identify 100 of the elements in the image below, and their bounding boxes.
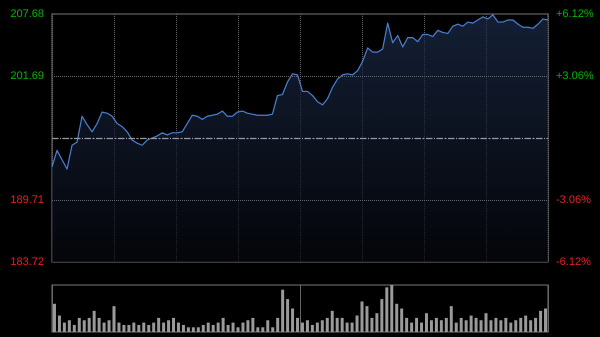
bar <box>464 320 468 332</box>
bar <box>72 324 76 332</box>
bar <box>152 322 156 332</box>
bar <box>232 322 235 332</box>
bar <box>385 287 388 332</box>
bar <box>544 308 548 332</box>
bar <box>192 327 195 332</box>
bar <box>251 318 254 332</box>
bar <box>509 322 512 332</box>
bar <box>524 316 528 332</box>
bar <box>127 324 130 332</box>
bar <box>460 318 463 332</box>
bar <box>88 318 91 332</box>
bar <box>415 318 418 332</box>
bar <box>534 318 538 332</box>
bar <box>356 316 359 332</box>
bar <box>186 327 190 332</box>
bar <box>420 322 424 332</box>
bar <box>340 318 344 332</box>
bar <box>300 322 304 332</box>
bar <box>147 324 150 332</box>
bar <box>405 318 408 332</box>
bar <box>108 320 111 332</box>
bar <box>137 324 140 332</box>
bar <box>246 320 250 332</box>
bar <box>365 306 368 332</box>
bar <box>395 304 398 332</box>
y2-tick-label: -6.12% <box>556 256 592 268</box>
y-tick-label: 183.72 <box>10 256 44 268</box>
bar <box>410 322 414 332</box>
bar <box>52 304 56 332</box>
bar <box>261 327 264 332</box>
bar <box>484 313 488 332</box>
bar <box>236 327 240 332</box>
bar <box>450 306 453 332</box>
bar <box>360 301 364 332</box>
bar <box>226 324 230 332</box>
bar <box>68 320 71 332</box>
bar <box>326 318 329 332</box>
bar <box>440 320 443 332</box>
bar <box>162 322 166 332</box>
bar <box>256 327 260 332</box>
bar <box>499 320 502 332</box>
bar <box>122 324 126 332</box>
y2-tick-label: +3.06% <box>556 70 594 82</box>
bar <box>212 324 215 332</box>
bar <box>102 322 106 332</box>
bar <box>296 318 300 332</box>
bar <box>241 322 244 332</box>
y2-tick-label: +6.12% <box>556 8 594 20</box>
bar <box>400 308 404 332</box>
y-tick-label: 201.69 <box>10 70 44 82</box>
bar <box>112 306 116 332</box>
bar <box>291 308 294 332</box>
bar <box>434 318 438 332</box>
bar <box>474 318 478 332</box>
bar <box>58 316 61 332</box>
bar <box>424 313 428 332</box>
bar <box>222 318 225 332</box>
bar <box>336 318 339 332</box>
bar <box>539 310 542 332</box>
bar <box>276 318 280 332</box>
bar <box>78 318 81 332</box>
bar <box>480 320 483 332</box>
bar <box>306 320 309 332</box>
bar <box>430 320 433 332</box>
bar <box>489 320 492 332</box>
bar <box>380 299 384 332</box>
bar <box>271 327 274 332</box>
bar <box>529 320 532 332</box>
bar <box>504 318 508 332</box>
bar <box>182 324 185 332</box>
y-tick-label: 207.68 <box>10 8 44 20</box>
bar <box>132 322 136 332</box>
bar <box>320 320 324 332</box>
bar <box>519 318 522 332</box>
bar <box>62 322 66 332</box>
bar <box>375 313 378 332</box>
bar <box>216 322 220 332</box>
bar <box>444 318 448 332</box>
bar <box>281 290 284 332</box>
bar <box>167 320 170 332</box>
bar <box>176 322 180 332</box>
y2-tick-label: -3.06% <box>556 194 592 206</box>
bar <box>286 299 290 332</box>
bar <box>157 318 160 332</box>
bar <box>346 322 349 332</box>
bar <box>310 324 314 332</box>
bar <box>117 322 120 332</box>
bar <box>316 322 319 332</box>
bar <box>202 324 205 332</box>
bar <box>172 318 176 332</box>
bar <box>98 318 101 332</box>
bar <box>370 318 374 332</box>
bar <box>470 316 473 332</box>
y-tick-label: 189.71 <box>10 194 44 206</box>
bar <box>494 318 498 332</box>
bar <box>92 310 96 332</box>
bar <box>196 327 200 332</box>
bar <box>350 322 354 332</box>
